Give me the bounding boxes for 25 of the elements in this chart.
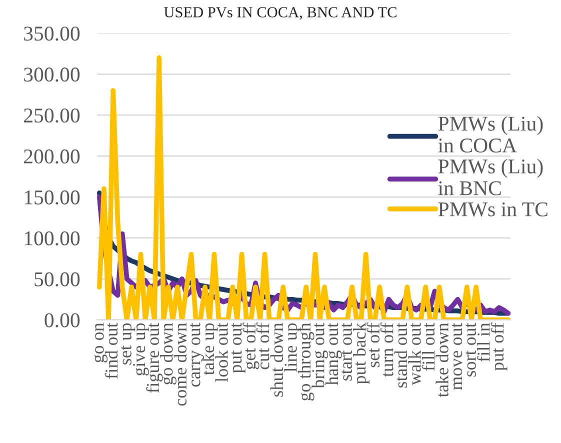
y-tick-label: 250.00 (24, 108, 80, 123)
legend-label: PMWs in TC (438, 202, 548, 216)
x-tick-label: turn off (380, 322, 394, 377)
x-tick-label: fill in (476, 322, 490, 362)
x-tick-label: take down (436, 322, 448, 398)
x-tick-label: start out (342, 322, 352, 381)
y-tick-label: 150.00 (24, 190, 80, 205)
y-tick-label: 100.00 (24, 231, 80, 246)
x-tick-label: stand out (394, 322, 408, 388)
x-tick-label: walk out (408, 322, 421, 386)
x-tick-label: hang out (325, 322, 342, 386)
x-tick-label: put off (490, 322, 508, 371)
y-tick-label: 300.00 (24, 68, 80, 82)
x-tick-label: move out (452, 322, 462, 390)
x-tick-label: shut down (270, 322, 284, 397)
x-tick-label: set up (121, 323, 136, 365)
y-tick-label: 50.00 (34, 272, 80, 286)
chart-title: USED PVs IN COCA, BNC AND TC (164, 7, 396, 20)
y-tick-label: 200.00 (24, 149, 80, 164)
y-tick-label: 0.00 (44, 313, 80, 328)
x-tick-label: fill out (422, 322, 435, 371)
legend-label: PMWs (Liu) in COCA (438, 116, 543, 153)
y-tick-label: 350.00 (24, 26, 80, 41)
x-tick-label: sort out (466, 322, 476, 377)
legend-label: PMWs (Liu) in BNC (438, 158, 543, 196)
